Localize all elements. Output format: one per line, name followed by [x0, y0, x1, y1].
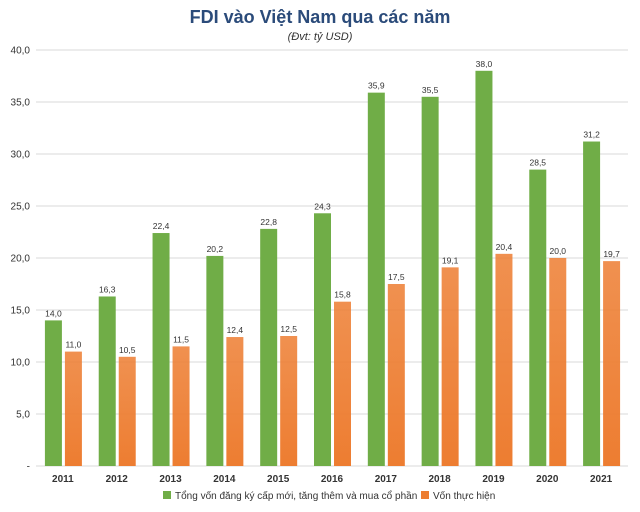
x-tick-label: 2013	[159, 474, 182, 485]
chart-title: FDI vào Việt Nam qua các năm	[190, 7, 451, 27]
bar-disbursed-capital	[441, 267, 459, 466]
data-label: 19,7	[603, 249, 620, 259]
bar-registered-capital	[98, 296, 116, 466]
bar-registered-capital	[421, 96, 439, 467]
data-label: 35,9	[368, 81, 385, 91]
data-label: 20,4	[496, 242, 513, 252]
data-label: 14,0	[45, 308, 62, 318]
data-label: 20,0	[549, 246, 566, 256]
legend-label-series-2: Vốn thực hiện	[433, 490, 495, 502]
bar-registered-capital	[260, 228, 278, 466]
data-label: 12,4	[227, 325, 244, 335]
data-label: 10,5	[119, 345, 136, 355]
legend: Tổng vốn đăng ký cấp mới, tăng thêm và m…	[163, 490, 495, 502]
x-tick-label: 2014	[213, 474, 236, 485]
bar-registered-capital	[152, 233, 170, 466]
bar-disbursed-capital	[172, 346, 190, 466]
legend-swatch-series-2	[421, 491, 429, 499]
bar-registered-capital	[367, 92, 385, 466]
y-tick-label: 35,0	[11, 98, 31, 109]
y-axis: - 5,0 10,0 15,0 20,0 25,0 30,0 35,0 40,0	[11, 46, 31, 473]
legend-label-series-1: Tổng vốn đăng ký cấp mới, tăng thêm và m…	[175, 490, 417, 502]
x-tick-label: 2015	[267, 474, 290, 485]
x-tick-label: 2016	[321, 474, 344, 485]
data-label: 11,0	[65, 340, 81, 350]
bar-registered-capital	[314, 213, 331, 466]
x-tick-label: 2020	[536, 474, 559, 485]
x-tick-label: 2012	[106, 474, 129, 485]
data-label: 12,5	[280, 324, 297, 334]
bar-disbursed-capital	[603, 261, 621, 466]
data-label: 22,4	[153, 221, 170, 231]
bar-disbursed-capital	[226, 337, 244, 466]
data-label: 31,2	[583, 130, 600, 140]
bar-disbursed-capital	[387, 284, 405, 466]
bar-registered-capital	[44, 320, 62, 466]
y-tick-label: 10,0	[11, 358, 31, 369]
data-label: 38,0	[476, 59, 493, 69]
x-tick-label: 2017	[375, 474, 398, 485]
bar-disbursed-capital	[549, 258, 567, 466]
y-tick-label: 25,0	[11, 202, 31, 213]
data-label: 15,8	[334, 290, 351, 300]
y-tick-label: 15,0	[11, 306, 31, 317]
chart-subtitle: (Đvt: tỷ USD)	[288, 31, 353, 43]
bar-disbursed-capital	[334, 301, 351, 466]
data-label: 11,5	[173, 334, 189, 344]
x-tick-label: 2019	[482, 474, 505, 485]
x-tick-label: 2021	[590, 474, 613, 485]
bar-disbursed-capital	[64, 351, 82, 466]
x-axis: 2011 2012 2013 2014 2015 2016 2017 2018 2019 2020…	[52, 474, 613, 485]
legend-swatch-series-1	[163, 491, 171, 499]
data-label: 17,5	[388, 272, 405, 282]
data-label: 20,2	[207, 244, 224, 254]
data-label: 35,5	[422, 85, 439, 95]
data-label: 24,3	[314, 201, 331, 211]
y-tick-label: 20,0	[11, 254, 31, 265]
bar-registered-capital	[583, 141, 601, 466]
bar-disbursed-capital	[118, 356, 136, 466]
bar-disbursed-capital	[280, 336, 298, 466]
bar-registered-capital	[529, 169, 547, 466]
data-label: 16,3	[99, 284, 116, 294]
bars: 14,0 11,0 16,3 10,5 22,4 11,5 20,2 12,4 22,8 12,5…	[44, 59, 621, 467]
data-label: 19,1	[442, 255, 459, 265]
y-tick-label: 5,0	[16, 410, 30, 421]
x-tick-label: 2011	[52, 474, 74, 485]
y-tick-label: -	[27, 462, 30, 473]
bar-registered-capital	[206, 255, 224, 466]
y-tick-label: 30,0	[11, 150, 31, 161]
data-label: 28,5	[529, 158, 546, 168]
y-tick-label: 40,0	[11, 46, 31, 57]
bar-registered-capital	[475, 70, 493, 467]
data-label: 22,8	[260, 217, 277, 227]
bar-disbursed-capital	[495, 253, 513, 466]
x-tick-label: 2018	[429, 474, 452, 485]
